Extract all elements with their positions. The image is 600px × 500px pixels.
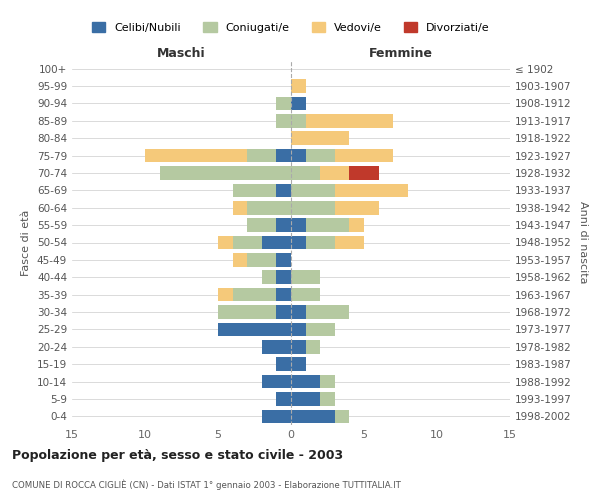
Bar	[291, 358, 305, 371]
Bar	[305, 149, 335, 162]
Legend: Celibi/Nubili, Coniugati/e, Vedovi/e, Divorziati/e: Celibi/Nubili, Coniugati/e, Vedovi/e, Di…	[92, 22, 490, 32]
Bar	[335, 149, 393, 162]
Bar	[291, 184, 335, 197]
Y-axis label: Anni di nascita: Anni di nascita	[578, 201, 588, 284]
Bar	[305, 236, 335, 250]
Text: Femmine: Femmine	[368, 47, 433, 60]
Bar	[277, 149, 291, 162]
Bar	[145, 149, 247, 162]
Bar	[277, 305, 291, 319]
Y-axis label: Fasce di età: Fasce di età	[22, 210, 31, 276]
Bar	[277, 184, 291, 197]
Bar	[291, 149, 305, 162]
Bar	[291, 288, 320, 302]
Bar	[305, 218, 349, 232]
Bar	[233, 288, 277, 302]
Bar	[233, 184, 277, 197]
Bar	[335, 236, 364, 250]
Bar	[233, 201, 247, 214]
Bar	[277, 270, 291, 284]
Bar	[291, 410, 335, 423]
Bar	[262, 375, 291, 388]
Bar	[305, 340, 320, 353]
Bar	[277, 218, 291, 232]
Bar	[247, 218, 277, 232]
Bar	[291, 340, 305, 353]
Bar	[262, 270, 277, 284]
Bar	[291, 305, 305, 319]
Bar	[291, 392, 320, 406]
Bar	[262, 410, 291, 423]
Bar	[305, 322, 335, 336]
Bar	[291, 166, 320, 180]
Bar	[305, 305, 349, 319]
Bar	[277, 253, 291, 266]
Bar	[262, 340, 291, 353]
Bar	[262, 236, 291, 250]
Bar	[291, 96, 305, 110]
Bar	[291, 236, 305, 250]
Bar	[335, 410, 349, 423]
Bar	[247, 201, 291, 214]
Bar	[218, 288, 233, 302]
Bar	[335, 201, 379, 214]
Bar	[335, 184, 408, 197]
Bar	[218, 305, 277, 319]
Bar	[233, 236, 262, 250]
Bar	[247, 253, 277, 266]
Bar	[291, 201, 335, 214]
Bar	[291, 80, 305, 93]
Bar	[233, 253, 247, 266]
Bar	[247, 149, 277, 162]
Bar	[349, 166, 379, 180]
Bar	[291, 270, 320, 284]
Bar	[277, 358, 291, 371]
Bar	[291, 322, 305, 336]
Bar	[320, 375, 335, 388]
Bar	[277, 288, 291, 302]
Bar	[291, 218, 305, 232]
Bar	[320, 166, 349, 180]
Text: COMUNE DI ROCCA CIGLIÈ (CN) - Dati ISTAT 1° gennaio 2003 - Elaborazione TUTTITAL: COMUNE DI ROCCA CIGLIÈ (CN) - Dati ISTAT…	[12, 480, 401, 490]
Text: Popolazione per età, sesso e stato civile - 2003: Popolazione per età, sesso e stato civil…	[12, 450, 343, 462]
Bar	[218, 322, 291, 336]
Bar	[349, 218, 364, 232]
Bar	[277, 114, 291, 128]
Bar	[291, 132, 349, 145]
Bar	[291, 375, 320, 388]
Bar	[277, 96, 291, 110]
Bar	[218, 236, 233, 250]
Bar	[160, 166, 291, 180]
Bar	[277, 392, 291, 406]
Bar	[305, 114, 393, 128]
Bar	[291, 114, 305, 128]
Text: Maschi: Maschi	[157, 47, 206, 60]
Bar	[320, 392, 335, 406]
